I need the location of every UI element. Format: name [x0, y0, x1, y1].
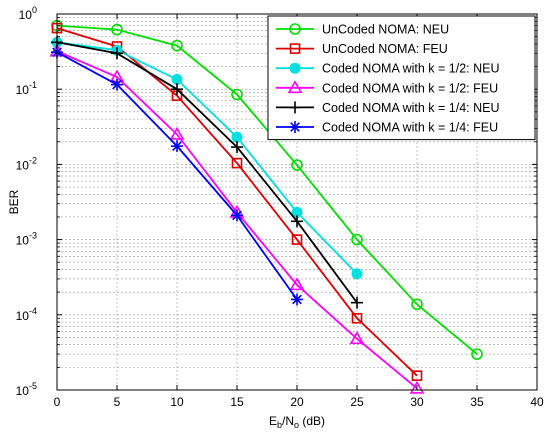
legend-label: Coded NOMA with k = 1/4: NEU: [322, 101, 500, 115]
legend-marker: [289, 23, 301, 35]
data-point: [169, 126, 185, 140]
data-point: [231, 88, 243, 101]
data-point: [291, 234, 303, 245]
series-line: [56, 41, 358, 304]
y-tick-label: 10-2: [16, 155, 37, 172]
legend-marker: [289, 43, 301, 54]
data-point: [289, 277, 305, 291]
data-point: [171, 73, 183, 85]
legend-item: Coded NOMA with k = 1/4: FEU: [276, 121, 498, 135]
legend-box: [267, 15, 536, 141]
data-point: [231, 209, 243, 222]
data-point: [409, 380, 425, 394]
data-point: [291, 159, 303, 171]
legend: UnCoded NOMA: NEU UnCoded NOMA: FEU Coded …: [267, 15, 536, 141]
data-point: [411, 298, 423, 311]
x-tick-label: 20: [290, 395, 304, 409]
axis-ticks: 0 5 10 15 20 25 30 35 40 10-5 10-4 10-3 10-2 10-1 100: [16, 5, 544, 409]
legend-item: Coded NOMA with k = 1/2: NEU: [276, 62, 500, 76]
data-point: [471, 348, 483, 360]
series-1: [51, 19, 483, 360]
data-point: [349, 331, 365, 345]
y-tick-label: 100: [19, 5, 37, 22]
x-tick-label: 30: [410, 395, 424, 409]
series-line: [56, 24, 478, 355]
data-point: [291, 215, 303, 228]
x-tick-label: 35: [470, 395, 484, 409]
data-point: [351, 296, 363, 309]
x-axis-label: Eb/No (dB): [269, 414, 325, 430]
legend-label: Coded NOMA with k = 1/2: FEU: [322, 81, 498, 95]
data-point: [351, 268, 363, 280]
legend-marker: [287, 80, 303, 94]
legend-item: UnCoded NOMA: FEU: [276, 42, 448, 56]
data-point: [111, 78, 123, 91]
series-line: [56, 41, 358, 275]
data-point: [171, 83, 183, 96]
data-point: [231, 131, 243, 143]
data-point: [411, 370, 423, 381]
legend-marker: [289, 121, 301, 133]
legend-label: UnCoded NOMA: NEU: [322, 23, 449, 37]
x-tick-label: 5: [114, 395, 121, 409]
x-tick-label: 25: [350, 395, 364, 409]
data-point: [111, 23, 123, 36]
legend-item: Coded NOMA with k = 1/4: NEU: [276, 101, 500, 115]
data-point: [171, 39, 183, 52]
data-point: [291, 293, 303, 306]
x-tick-label: 40: [530, 395, 544, 409]
legend-item: Coded NOMA with k = 1/2: FEU: [276, 80, 498, 95]
legend-item: UnCoded NOMA: NEU: [276, 23, 449, 37]
data-point: [231, 141, 243, 154]
y-tick-label: 10-3: [16, 231, 37, 248]
y-tick-label: 10-4: [16, 306, 37, 323]
x-tick-label: 10: [170, 395, 184, 409]
series-6: [51, 46, 303, 306]
data-point: [111, 47, 123, 60]
y-axis-label: BER: [7, 189, 21, 214]
y-tick-label: 10-1: [16, 80, 37, 97]
legend-marker: [289, 101, 301, 114]
data-point: [171, 140, 183, 153]
data-point: [351, 233, 363, 246]
series-layer: [49, 19, 483, 394]
legend-label: UnCoded NOMA: FEU: [322, 42, 448, 56]
y-tick-label: 10-5: [16, 381, 37, 398]
x-tick-label: 0: [54, 395, 61, 409]
x-tick-label: 15: [230, 395, 244, 409]
legend-marker: [289, 62, 301, 74]
data-point: [231, 157, 243, 169]
data-point: [351, 312, 363, 324]
legend-label: Coded NOMA with k = 1/4: FEU: [322, 121, 498, 135]
legend-label: Coded NOMA with k = 1/2: NEU: [322, 62, 500, 76]
